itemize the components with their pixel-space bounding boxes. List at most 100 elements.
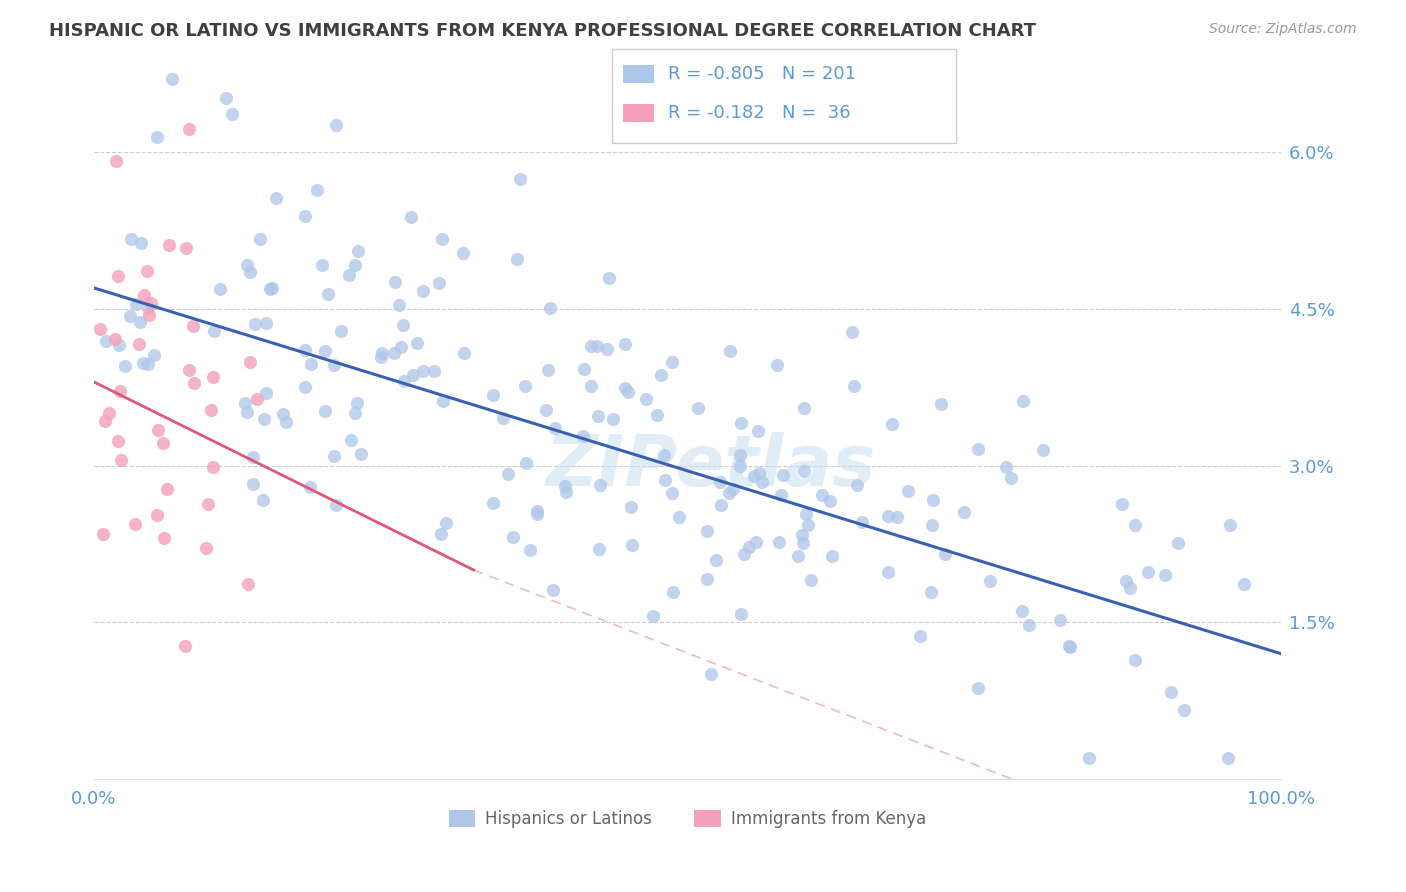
Point (107, 268, 129, 283)
Point (877, 565, 900, 579)
Point (502, 531, 524, 545)
Point (704, 553, 727, 567)
Point (654, 448, 676, 462)
Point (412, 284, 434, 298)
Point (581, 378, 603, 392)
Text: R = -0.182   N =  36: R = -0.182 N = 36 (668, 104, 851, 122)
Point (1167, 536, 1189, 550)
Point (239, 265, 262, 279)
Text: HISPANIC OR LATINO VS IMMIGRANTS FROM KENYA PROFESSIONAL DEGREE CORRELATION CHAR: HISPANIC OR LATINO VS IMMIGRANTS FROM KE… (49, 22, 1036, 40)
Point (620, 500, 643, 515)
Point (598, 270, 620, 285)
Point (343, 406, 366, 420)
Point (793, 401, 815, 415)
Point (325, 118, 347, 132)
Point (882, 417, 904, 431)
Point (139, 296, 162, 310)
Point (233, 395, 256, 409)
Point (93, 526, 115, 541)
Point (316, 287, 339, 301)
Point (661, 354, 683, 368)
Point (534, 402, 557, 417)
Point (634, 392, 657, 406)
Point (124, 516, 146, 531)
Point (132, 356, 155, 370)
Point (314, 404, 336, 418)
Point (728, 458, 751, 473)
Point (136, 301, 159, 315)
Point (554, 479, 576, 493)
Point (544, 421, 567, 435)
Point (1059, 640, 1081, 655)
Point (1136, 566, 1159, 580)
Point (661, 485, 683, 500)
Point (350, 447, 373, 461)
Point (953, 505, 976, 519)
Point (586, 339, 609, 353)
Point (768, 535, 790, 549)
Point (841, 326, 863, 340)
Point (688, 401, 710, 415)
Point (662, 585, 685, 599)
Point (541, 583, 564, 598)
Point (1219, 517, 1241, 532)
Point (922, 493, 945, 508)
Point (294, 380, 316, 394)
Point (1123, 653, 1146, 667)
Point (392, 318, 415, 332)
Point (797, 518, 820, 533)
Point (94, 334, 117, 349)
Point (221, 107, 243, 121)
Point (314, 344, 336, 359)
Point (243, 317, 266, 331)
Point (249, 232, 271, 246)
Point (201, 369, 224, 384)
Point (160, 72, 183, 87)
Point (588, 478, 610, 492)
Point (482, 496, 505, 510)
Point (432, 393, 454, 408)
Point (851, 515, 873, 529)
Point (370, 350, 392, 364)
Point (346, 395, 368, 409)
Point (271, 408, 294, 422)
Point (152, 435, 174, 450)
Point (718, 344, 741, 359)
Point (118, 309, 141, 323)
Point (897, 484, 920, 499)
Point (299, 357, 322, 371)
Point (325, 498, 347, 512)
Point (730, 417, 752, 431)
Point (793, 464, 815, 478)
Point (307, 183, 329, 197)
Point (103, 333, 125, 347)
Point (266, 191, 288, 205)
Point (129, 235, 152, 250)
Point (1018, 617, 1040, 632)
Point (555, 485, 578, 500)
Point (114, 359, 136, 374)
Point (136, 264, 159, 278)
Point (434, 516, 457, 530)
Point (1173, 703, 1195, 717)
Point (645, 408, 668, 422)
Point (792, 535, 814, 549)
Point (1077, 751, 1099, 765)
Point (174, 241, 197, 255)
Point (886, 509, 908, 524)
Point (239, 355, 262, 369)
Point (246, 392, 269, 406)
Point (718, 485, 741, 500)
Point (89, 322, 111, 336)
Point (730, 607, 752, 621)
Point (179, 122, 201, 136)
Point (262, 281, 284, 295)
Point (748, 466, 770, 480)
Point (299, 480, 322, 494)
Point (429, 527, 451, 541)
Point (274, 415, 297, 429)
Point (995, 460, 1018, 475)
Point (509, 171, 531, 186)
Point (94, 413, 117, 427)
Point (668, 509, 690, 524)
